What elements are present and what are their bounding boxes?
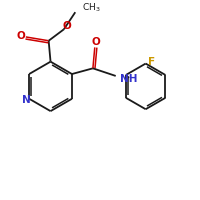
- Text: F: F: [148, 57, 155, 67]
- Text: N: N: [22, 95, 31, 105]
- Text: O: O: [91, 37, 100, 47]
- Text: CH$_3$: CH$_3$: [82, 1, 101, 14]
- Text: O: O: [17, 31, 25, 41]
- Text: O: O: [62, 21, 71, 31]
- Text: NH: NH: [120, 74, 138, 84]
